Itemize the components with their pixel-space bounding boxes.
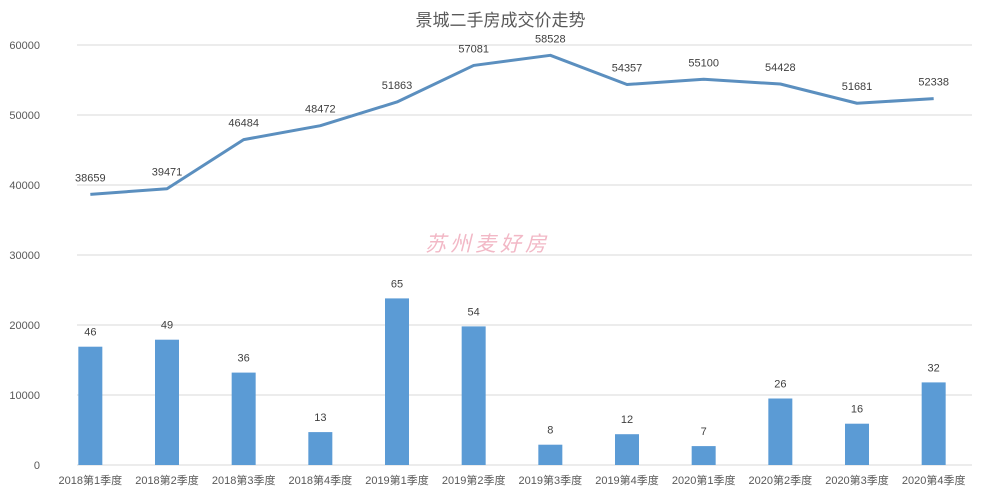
- bar-value-label: 54: [468, 306, 480, 318]
- bar-value-label: 32: [928, 362, 940, 374]
- x-tick-label: 2019第3季度: [519, 473, 583, 487]
- bar-value-label: 16: [851, 404, 863, 416]
- x-tick-label: 2019第1季度: [365, 473, 429, 487]
- bar: [308, 432, 333, 465]
- line-value-label: 54357: [612, 63, 643, 75]
- x-tick-label: 2019第4季度: [595, 473, 659, 487]
- y-tick-label: 30000: [9, 250, 40, 262]
- bar: [155, 339, 179, 465]
- bar: [231, 372, 256, 465]
- line-value-label: 58528: [535, 33, 566, 45]
- y-tick-label: 0: [34, 460, 40, 472]
- bar-value-label: 26: [774, 379, 786, 391]
- bar-value-label: 13: [314, 412, 326, 424]
- line-value-label: 54428: [765, 62, 796, 74]
- line-value-label: 48472: [305, 104, 336, 116]
- x-tick-label: 2020第1季度: [672, 473, 736, 487]
- price-line: [90, 53, 934, 196]
- bar: [768, 398, 793, 465]
- y-tick-label: 10000: [9, 390, 40, 402]
- y-tick-label: 20000: [9, 320, 40, 332]
- x-tick-label: 2018第2季度: [135, 473, 199, 487]
- bar-value-label: 49: [161, 320, 173, 332]
- bar-value-label: 65: [391, 278, 403, 290]
- x-tick-label: 2020第3季度: [825, 473, 889, 487]
- x-tick-label: 2019第2季度: [442, 473, 506, 487]
- x-tick-label: 2018第4季度: [289, 473, 353, 487]
- bar: [921, 382, 946, 465]
- x-tick-label: 2020第2季度: [749, 473, 813, 487]
- line-value-label: 55100: [688, 57, 719, 69]
- watermark: 苏州麦好房: [425, 232, 550, 256]
- chart-title: 景城二手房成交价走势: [415, 11, 586, 31]
- bar: [461, 326, 486, 465]
- bar-value-label: 36: [238, 353, 250, 365]
- line-value-label: 39471: [152, 167, 183, 179]
- bar: [845, 423, 869, 465]
- line-value-label: 51863: [382, 80, 413, 92]
- bar-value-label: 12: [621, 414, 633, 426]
- line-value-label: 51681: [842, 81, 873, 93]
- y-tick-label: 50000: [9, 110, 40, 122]
- line-value-label: 57081: [458, 43, 489, 55]
- bar-value-label: 8: [547, 425, 553, 437]
- line-value-label: 52338: [918, 77, 949, 89]
- bar: [538, 444, 563, 465]
- bar: [78, 346, 103, 465]
- x-tick-label: 2020第4季度: [902, 473, 966, 487]
- bar: [385, 298, 409, 465]
- bar: [615, 434, 639, 465]
- y-tick-label: 60000: [9, 40, 40, 52]
- line-value-label: 38659: [75, 172, 106, 184]
- x-tick-label: 2018第1季度: [59, 473, 123, 487]
- bar-value-label: 46: [84, 327, 96, 339]
- y-tick-label: 40000: [9, 180, 40, 192]
- x-tick-label: 2018第3季度: [212, 473, 276, 487]
- line-value-label: 46484: [228, 118, 259, 130]
- bar-value-label: 7: [701, 426, 707, 438]
- bar: [691, 446, 716, 465]
